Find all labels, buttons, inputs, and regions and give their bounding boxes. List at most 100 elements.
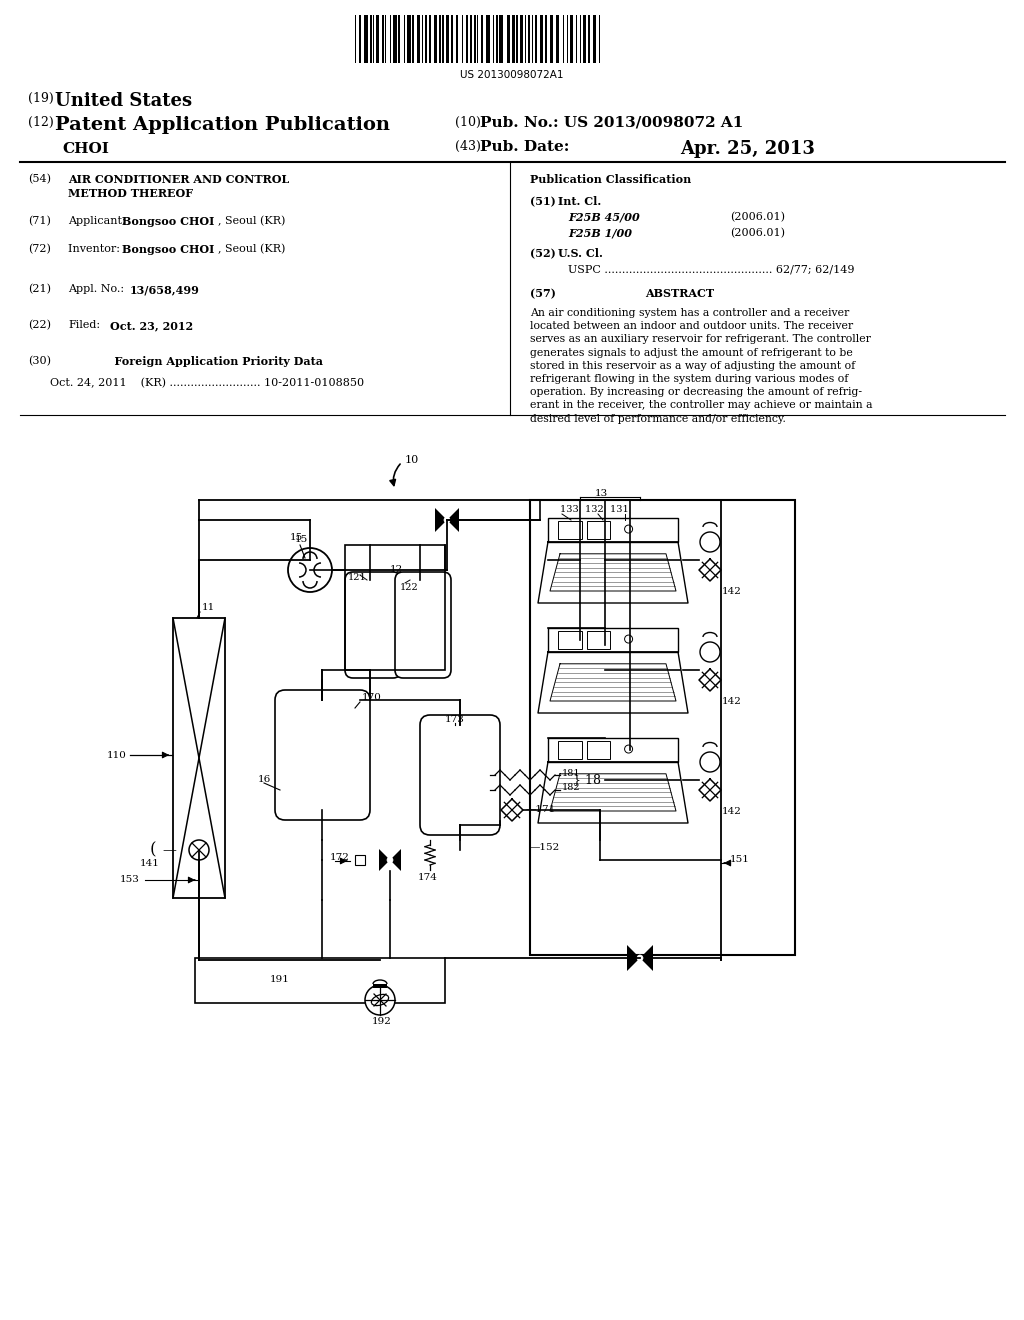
Bar [393, 15, 397, 63]
Bar [481, 15, 483, 63]
Polygon shape [435, 508, 447, 532]
Bar [528, 15, 530, 63]
Text: F25B 45/00: F25B 45/00 [568, 213, 640, 223]
Bar [535, 15, 537, 63]
Text: (21): (21) [28, 284, 51, 294]
Bar [550, 15, 553, 63]
Circle shape [444, 517, 450, 523]
Text: Oct. 24, 2011    (KR) .......................... 10-2011-0108850: Oct. 24, 2011 (KR) .....................… [50, 378, 365, 388]
Bar [370, 15, 372, 63]
Bar [512, 15, 515, 63]
Text: Oct. 23, 2012: Oct. 23, 2012 [110, 319, 194, 331]
Text: Apr. 25, 2013: Apr. 25, 2013 [680, 140, 815, 158]
Text: CHOI: CHOI [62, 143, 109, 156]
Text: Pub. No.: US 2013/0098072 A1: Pub. No.: US 2013/0098072 A1 [480, 116, 743, 129]
Text: 15: 15 [290, 533, 303, 543]
Text: 191: 191 [270, 975, 290, 985]
Text: (54): (54) [28, 174, 51, 185]
Text: (2006.01): (2006.01) [730, 228, 785, 239]
Bar [548, 628, 678, 652]
Text: 13/658,499: 13/658,499 [130, 284, 200, 294]
Bar [355, 855, 365, 865]
Text: 181: 181 [562, 768, 581, 777]
FancyBboxPatch shape [345, 572, 401, 678]
Text: METHOD THEREOF: METHOD THEREOF [68, 187, 194, 199]
Polygon shape [447, 508, 459, 532]
Bar [548, 738, 678, 762]
Bar [425, 15, 427, 63]
Circle shape [637, 954, 643, 961]
Bar [439, 15, 441, 63]
Text: 153: 153 [120, 875, 140, 884]
Text: United States: United States [55, 92, 193, 110]
Bar [558, 741, 582, 759]
Text: Pub. Date:: Pub. Date: [480, 140, 569, 154]
Text: , Seoul (KR): , Seoul (KR) [218, 244, 286, 255]
Text: 182: 182 [562, 784, 581, 792]
Text: Int. Cl.: Int. Cl. [558, 195, 601, 207]
Text: An air conditioning system has a controller and a receiver
located between an in: An air conditioning system has a control… [530, 308, 872, 424]
Text: } 18: } 18 [573, 774, 601, 787]
Bar [593, 15, 596, 63]
Bar [456, 15, 458, 63]
Polygon shape [379, 849, 390, 871]
Circle shape [625, 635, 633, 643]
Text: 15: 15 [295, 536, 308, 544]
Text: (52): (52) [530, 248, 556, 259]
Circle shape [189, 840, 209, 861]
Bar [587, 520, 610, 540]
Bar [451, 15, 453, 63]
Circle shape [700, 642, 720, 663]
Bar [359, 15, 361, 63]
Bar [520, 15, 523, 63]
Text: 141: 141 [140, 858, 160, 867]
Bar [470, 15, 472, 63]
Bar [345, 545, 445, 671]
Text: (22): (22) [28, 319, 51, 330]
Bar [496, 15, 498, 63]
Text: 133  132  131: 133 132 131 [560, 506, 629, 515]
Polygon shape [390, 849, 401, 871]
Text: —171: —171 [526, 805, 556, 814]
Text: Filed:: Filed: [68, 319, 100, 330]
Text: Patent Application Publication: Patent Application Publication [55, 116, 390, 135]
Text: Foreign Application Priority Data: Foreign Application Priority Data [68, 356, 323, 367]
Bar [417, 15, 420, 63]
Text: (2006.01): (2006.01) [730, 213, 785, 222]
Text: 174: 174 [418, 874, 438, 883]
Bar [570, 15, 573, 63]
Text: (: ( [150, 842, 157, 858]
Text: —152: —152 [530, 843, 560, 853]
FancyBboxPatch shape [275, 690, 370, 820]
Text: 170: 170 [362, 693, 382, 702]
Bar [516, 15, 518, 63]
Bar [530, 500, 795, 954]
Text: Inventor:: Inventor: [68, 244, 130, 253]
Bar [429, 15, 431, 63]
Text: 12: 12 [390, 565, 403, 574]
Bar [587, 741, 610, 759]
Bar [364, 15, 368, 63]
Text: 10: 10 [406, 455, 419, 465]
Bar [398, 15, 400, 63]
Text: (57): (57) [530, 288, 556, 300]
Text: USPC ................................................ 62/77; 62/149: USPC ...................................… [568, 264, 854, 275]
Text: (12): (12) [28, 116, 53, 129]
Bar [486, 15, 490, 63]
FancyBboxPatch shape [395, 572, 451, 678]
Bar [173, 618, 225, 898]
Bar [466, 15, 468, 63]
Bar [474, 15, 476, 63]
Text: 142: 142 [722, 587, 741, 597]
Circle shape [288, 548, 332, 591]
Text: (51): (51) [530, 195, 556, 207]
Text: (43): (43) [455, 140, 481, 153]
Text: (30): (30) [28, 356, 51, 367]
Circle shape [700, 752, 720, 772]
Text: 16: 16 [258, 776, 271, 784]
Bar [556, 15, 559, 63]
Polygon shape [627, 945, 640, 972]
Text: 172: 172 [330, 854, 350, 862]
Bar [507, 15, 510, 63]
Bar [442, 15, 444, 63]
